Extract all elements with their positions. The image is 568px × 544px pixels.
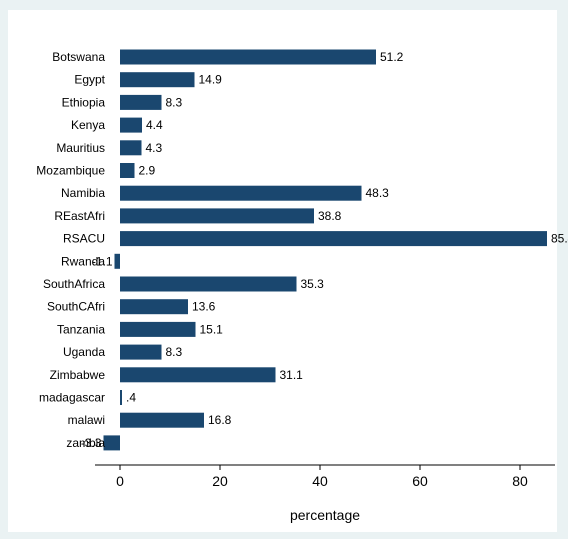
value-label: 14.9 bbox=[199, 73, 223, 87]
category-label: zambia bbox=[66, 436, 105, 450]
x-tick-label: 20 bbox=[212, 473, 228, 489]
value-label: -1.1 bbox=[92, 254, 113, 268]
value-label: 85.4 bbox=[551, 232, 568, 246]
category-label: Egypt bbox=[74, 73, 105, 87]
value-label: 51.2 bbox=[380, 50, 404, 64]
bar bbox=[120, 117, 142, 133]
category-label: RSACU bbox=[63, 232, 105, 246]
value-label: .4 bbox=[126, 391, 136, 405]
x-tick-label: 80 bbox=[512, 473, 528, 489]
bar bbox=[120, 344, 162, 360]
value-label: 35.3 bbox=[301, 277, 325, 291]
bar bbox=[120, 321, 196, 337]
value-label: 16.8 bbox=[208, 413, 232, 427]
bar bbox=[120, 94, 162, 110]
value-label: 48.3 bbox=[366, 186, 390, 200]
value-label: -3.3 bbox=[81, 436, 102, 450]
x-tick-label: 0 bbox=[116, 473, 124, 489]
category-label: Rwanda bbox=[61, 254, 105, 268]
bar bbox=[120, 276, 297, 292]
bar bbox=[120, 390, 122, 405]
category-label: Namibia bbox=[61, 186, 105, 200]
value-label: 13.6 bbox=[192, 300, 216, 314]
bar bbox=[120, 72, 195, 88]
value-label: 2.9 bbox=[139, 164, 156, 178]
plot-background bbox=[8, 10, 557, 532]
category-label: madagascar bbox=[39, 391, 105, 405]
category-label: Tanzania bbox=[57, 322, 105, 336]
category-label: malawi bbox=[68, 413, 105, 427]
category-label: Mozambique bbox=[36, 164, 105, 178]
category-label: Kenya bbox=[71, 118, 105, 132]
value-label: 8.3 bbox=[166, 345, 183, 359]
value-label: 15.1 bbox=[200, 322, 224, 336]
bar bbox=[114, 253, 120, 269]
bar bbox=[120, 163, 135, 178]
x-axis-label: percentage bbox=[290, 507, 360, 523]
category-label: SouthAfrica bbox=[43, 277, 105, 291]
x-tick-label: 40 bbox=[312, 473, 328, 489]
category-label: Mauritius bbox=[56, 141, 105, 155]
bar bbox=[120, 185, 362, 201]
value-label: 38.8 bbox=[318, 209, 342, 223]
bar bbox=[120, 49, 376, 65]
value-label: 31.1 bbox=[280, 368, 304, 382]
bar bbox=[120, 412, 204, 428]
category-label: Zimbabwe bbox=[50, 368, 106, 382]
value-label: 8.3 bbox=[166, 95, 183, 109]
value-label: 4.4 bbox=[146, 118, 163, 132]
category-label: Uganda bbox=[63, 345, 105, 359]
category-label: REastAfri bbox=[54, 209, 105, 223]
category-label: SouthCAfri bbox=[47, 300, 105, 314]
bar bbox=[120, 140, 142, 156]
category-label: Botswana bbox=[52, 50, 105, 64]
bar bbox=[120, 299, 188, 315]
x-tick-label: 60 bbox=[412, 473, 428, 489]
bar bbox=[120, 367, 276, 383]
bar bbox=[103, 435, 120, 451]
bar bbox=[120, 231, 547, 247]
category-label: Ethiopia bbox=[62, 95, 106, 109]
value-label: 4.3 bbox=[146, 141, 163, 155]
bar bbox=[120, 208, 314, 224]
plot-area: 0 20 40 60 80 Botswana 51.2 Egypt 14.9 Ethiopia 8.… bbox=[36, 49, 568, 489]
